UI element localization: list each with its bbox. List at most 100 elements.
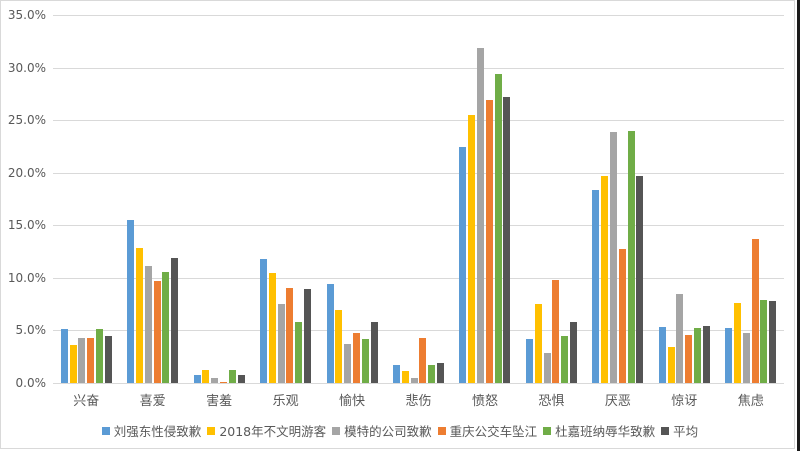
gridline bbox=[53, 120, 784, 122]
bar[interactable] bbox=[220, 381, 228, 383]
bar[interactable] bbox=[592, 189, 600, 383]
bar[interactable] bbox=[760, 299, 768, 383]
plot-area bbox=[53, 15, 784, 384]
legend-label: 2018年不文明游客 bbox=[219, 424, 327, 439]
x-tick-label: 愤怒 bbox=[471, 394, 498, 409]
bar[interactable] bbox=[144, 266, 152, 383]
x-tick-label: 惊讶 bbox=[671, 394, 698, 409]
bar[interactable] bbox=[485, 100, 493, 383]
window-edge bbox=[797, 0, 800, 451]
bar[interactable] bbox=[295, 322, 303, 383]
y-tick-label: 0.0% bbox=[15, 376, 47, 390]
bar[interactable] bbox=[211, 377, 219, 383]
bar[interactable] bbox=[304, 289, 312, 383]
bar[interactable] bbox=[193, 374, 201, 383]
bar[interactable] bbox=[609, 131, 617, 383]
bar[interactable] bbox=[127, 220, 135, 383]
bar[interactable] bbox=[202, 370, 210, 383]
legend-item[interactable]: 平均 bbox=[661, 421, 698, 440]
legend-item[interactable]: 重庆公交车坠江 bbox=[437, 421, 537, 440]
bar-group bbox=[53, 15, 784, 383]
legend-label: 平均 bbox=[673, 424, 699, 439]
bar[interactable] bbox=[751, 238, 759, 383]
gridline bbox=[53, 67, 784, 69]
x-tick-label: 悲伤 bbox=[405, 394, 432, 409]
bar[interactable] bbox=[569, 322, 577, 383]
bar[interactable] bbox=[534, 304, 542, 383]
bar[interactable] bbox=[277, 304, 285, 383]
bar[interactable] bbox=[410, 377, 418, 383]
bar[interactable] bbox=[78, 337, 86, 383]
bar[interactable] bbox=[286, 288, 294, 383]
bar[interactable] bbox=[543, 352, 551, 383]
y-tick-label: 30.0% bbox=[7, 60, 46, 75]
gridline bbox=[53, 15, 784, 16]
bar[interactable] bbox=[627, 130, 635, 383]
bar-group bbox=[53, 15, 784, 383]
bar[interactable] bbox=[95, 329, 103, 383]
bar[interactable] bbox=[667, 347, 675, 383]
bar[interactable] bbox=[503, 97, 511, 383]
bar[interactable] bbox=[725, 328, 733, 383]
bar[interactable] bbox=[694, 328, 702, 383]
bar[interactable] bbox=[437, 363, 444, 383]
bar[interactable] bbox=[636, 175, 644, 383]
bar[interactable] bbox=[401, 371, 409, 383]
legend: 刘强东性侵致歉 2018年不文明游客 模特的公司致歉 重庆公交车坠江 杜嘉班纳辱华致歉 平… bbox=[0, 421, 800, 440]
bar[interactable] bbox=[171, 257, 179, 383]
legend-item[interactable]: 模特的公司致歉 bbox=[332, 421, 432, 440]
bar[interactable] bbox=[87, 337, 95, 383]
legend-item[interactable]: 刘强东性侵致歉 bbox=[101, 421, 201, 440]
bar[interactable] bbox=[419, 337, 427, 383]
bar[interactable] bbox=[658, 327, 666, 383]
legend-item[interactable]: 杜嘉班纳辱华致歉 bbox=[543, 421, 655, 440]
bar[interactable] bbox=[702, 326, 710, 383]
legend-item[interactable]: 2018年不文明游客 bbox=[207, 421, 326, 440]
legend-label: 模特的公司致歉 bbox=[344, 424, 432, 439]
bar[interactable] bbox=[742, 332, 750, 383]
bar[interactable] bbox=[494, 73, 502, 383]
bar[interactable] bbox=[734, 303, 742, 383]
bar[interactable] bbox=[260, 258, 268, 383]
bar[interactable] bbox=[104, 335, 112, 383]
bar[interactable] bbox=[676, 293, 684, 383]
bar-group bbox=[53, 15, 784, 383]
legend-swatch-icon bbox=[101, 426, 110, 435]
bar[interactable] bbox=[370, 322, 378, 383]
bar[interactable] bbox=[428, 365, 436, 383]
bar[interactable] bbox=[361, 338, 369, 383]
bar[interactable] bbox=[352, 332, 360, 383]
gridline bbox=[53, 172, 784, 174]
legend-swatch-icon bbox=[543, 426, 552, 435]
bar[interactable] bbox=[326, 284, 334, 383]
bar[interactable] bbox=[162, 271, 170, 383]
bar[interactable] bbox=[344, 344, 352, 383]
bar[interactable] bbox=[552, 279, 560, 383]
bar[interactable] bbox=[335, 310, 343, 383]
bar[interactable] bbox=[153, 281, 161, 383]
bar[interactable] bbox=[459, 147, 467, 383]
bar[interactable] bbox=[561, 335, 569, 383]
bar[interactable] bbox=[525, 338, 533, 383]
bar[interactable] bbox=[769, 301, 777, 383]
y-tick-label: 20.0% bbox=[7, 165, 46, 180]
legend-swatch-icon bbox=[332, 426, 341, 435]
bar[interactable] bbox=[135, 248, 143, 383]
bar[interactable] bbox=[618, 249, 626, 383]
bar[interactable] bbox=[268, 272, 276, 383]
bar[interactable] bbox=[60, 329, 68, 383]
x-tick-label: 愉快 bbox=[339, 394, 366, 409]
bar[interactable] bbox=[468, 114, 476, 383]
x-tick-label: 厌恶 bbox=[604, 394, 631, 409]
x-tick-label: 恐惧 bbox=[538, 394, 565, 409]
bar[interactable] bbox=[477, 47, 485, 383]
bar[interactable] bbox=[601, 175, 609, 383]
legend-swatch-icon bbox=[437, 426, 446, 435]
bar-group bbox=[53, 15, 784, 383]
bar[interactable] bbox=[685, 334, 693, 383]
bar[interactable] bbox=[228, 370, 236, 383]
bar[interactable] bbox=[237, 374, 245, 383]
bar[interactable] bbox=[393, 365, 400, 383]
bar[interactable] bbox=[69, 345, 77, 383]
y-tick-label: 15.0% bbox=[7, 218, 46, 233]
